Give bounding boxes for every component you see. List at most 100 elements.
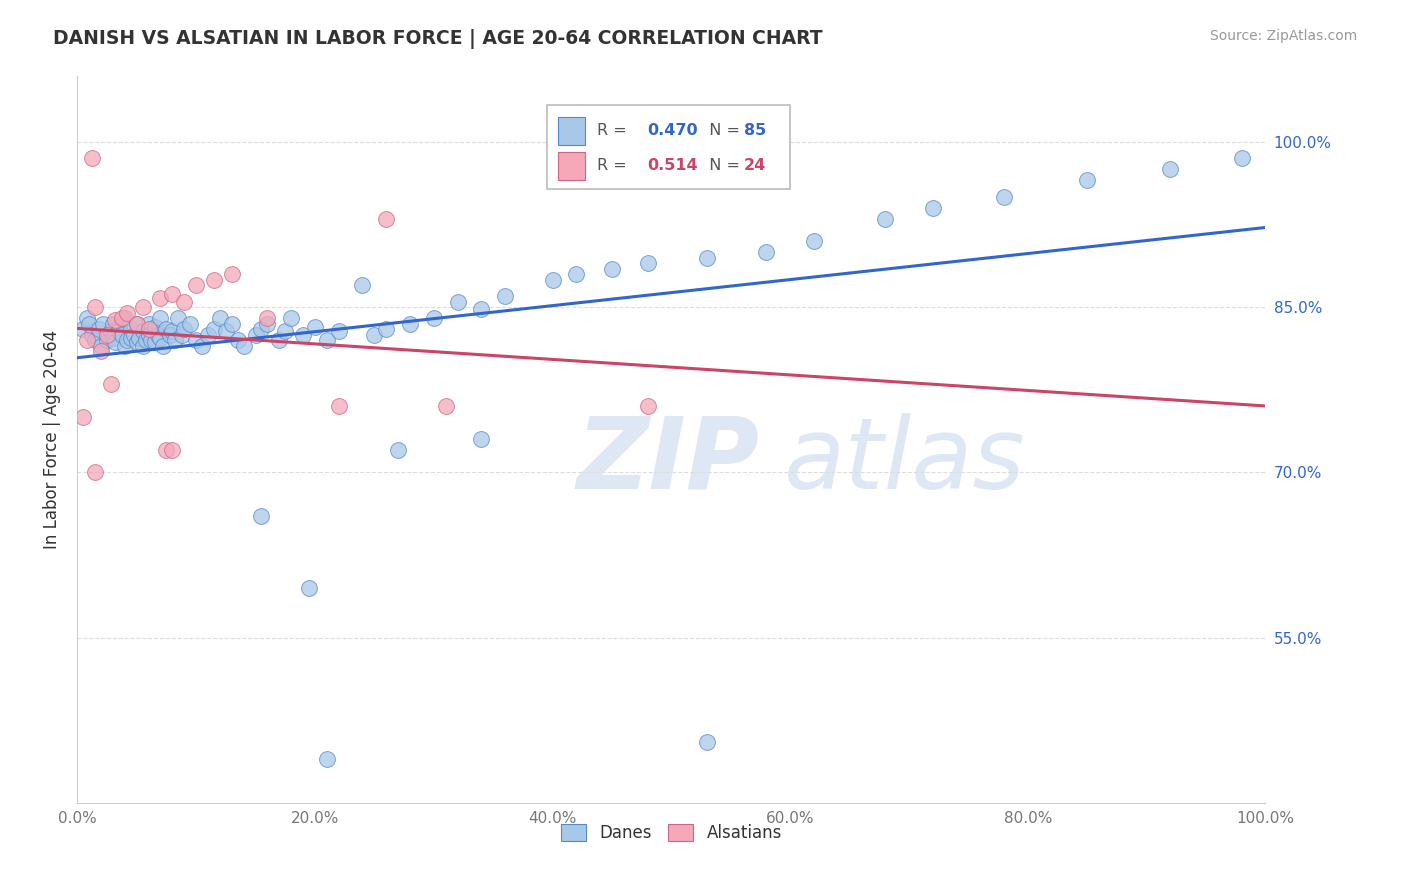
Point — [128, 331, 150, 345]
Point — [131, 300, 153, 314]
Point — [72, 410, 94, 425]
Point — [375, 212, 398, 227]
Point — [72, 322, 94, 336]
Point — [875, 212, 897, 227]
Point — [131, 324, 153, 338]
Point — [470, 432, 492, 446]
Point — [637, 256, 659, 270]
Point — [226, 333, 249, 347]
Point — [111, 311, 134, 326]
Point — [90, 344, 112, 359]
Point — [125, 317, 148, 331]
Point — [637, 399, 659, 413]
Point — [115, 305, 138, 319]
Point — [149, 291, 172, 305]
Point — [115, 333, 138, 347]
Point — [77, 317, 100, 331]
Point — [221, 267, 243, 281]
Point — [173, 322, 195, 336]
Point — [232, 339, 254, 353]
Point — [315, 752, 337, 766]
Point — [146, 327, 169, 342]
Point — [993, 190, 1015, 204]
Point — [138, 317, 160, 331]
Point — [446, 294, 468, 309]
Point — [363, 327, 385, 342]
Point — [250, 322, 273, 336]
Point — [696, 251, 718, 265]
Point — [155, 443, 177, 458]
Point — [1159, 162, 1181, 177]
Point — [167, 311, 190, 326]
Legend: Danes, Alsatians: Danes, Alsatians — [554, 817, 789, 849]
Point — [202, 272, 225, 286]
Point — [76, 311, 98, 326]
Point — [155, 322, 177, 336]
Point — [163, 333, 186, 347]
Point — [375, 322, 398, 336]
Point — [162, 286, 184, 301]
Point — [108, 324, 131, 338]
Text: N =: N = — [699, 123, 745, 138]
Point — [600, 261, 623, 276]
Text: atlas: atlas — [785, 413, 1026, 509]
Point — [149, 331, 172, 345]
Point — [143, 320, 166, 334]
Point — [162, 324, 184, 338]
Point — [197, 327, 219, 342]
Point — [80, 152, 103, 166]
Point — [280, 311, 302, 326]
Point — [104, 313, 127, 327]
Point — [470, 302, 492, 317]
Point — [162, 443, 184, 458]
Point — [120, 322, 142, 336]
Point — [434, 399, 457, 413]
Point — [96, 333, 118, 347]
Point — [269, 333, 291, 347]
Point — [245, 327, 267, 342]
Point — [387, 443, 409, 458]
Point — [93, 317, 115, 331]
Text: R =: R = — [596, 158, 631, 173]
Point — [173, 294, 195, 309]
Point — [1230, 152, 1253, 166]
Point — [84, 466, 107, 480]
Point — [159, 327, 181, 342]
Point — [114, 311, 136, 326]
Text: 85: 85 — [744, 123, 766, 138]
Point — [84, 300, 107, 314]
Text: 0.514: 0.514 — [648, 158, 699, 173]
Point — [114, 339, 136, 353]
Point — [304, 320, 326, 334]
Point — [100, 377, 122, 392]
FancyBboxPatch shape — [558, 153, 585, 180]
Point — [80, 327, 103, 342]
Point — [221, 317, 243, 331]
Point — [215, 324, 238, 338]
Point — [179, 317, 201, 331]
Point — [100, 324, 122, 338]
Point — [541, 272, 564, 286]
Text: ZIP: ZIP — [576, 413, 759, 509]
FancyBboxPatch shape — [558, 117, 585, 145]
Point — [170, 327, 193, 342]
Point — [138, 327, 160, 342]
Text: N =: N = — [699, 158, 745, 173]
Point — [87, 322, 110, 336]
Point — [143, 335, 166, 350]
Point — [186, 278, 208, 293]
Point — [328, 399, 350, 413]
Point — [803, 234, 825, 248]
Point — [149, 311, 172, 326]
Point — [202, 322, 225, 336]
Point — [696, 735, 718, 749]
Point — [423, 311, 446, 326]
Point — [104, 335, 127, 350]
Point — [101, 331, 124, 345]
Point — [152, 339, 174, 353]
Point — [90, 339, 112, 353]
Point — [494, 289, 516, 303]
FancyBboxPatch shape — [547, 105, 790, 188]
Point — [84, 333, 107, 347]
Point — [96, 327, 118, 342]
